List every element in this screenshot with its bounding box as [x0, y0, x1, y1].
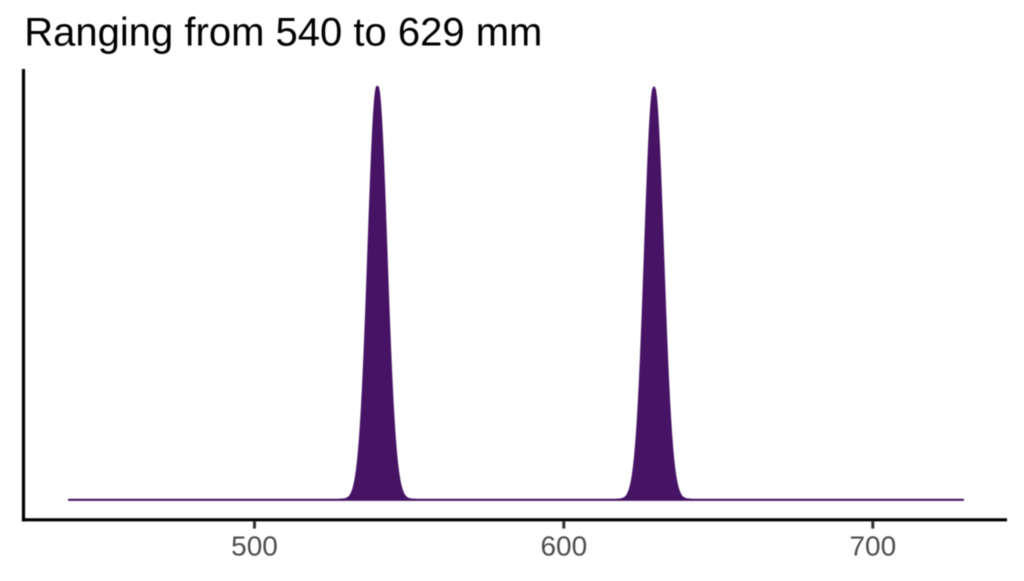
svg-text:500: 500	[231, 530, 278, 561]
svg-text:Ranging from 540 to 629 mm: Ranging from 540 to 629 mm	[24, 10, 542, 54]
svg-text:600: 600	[540, 530, 587, 561]
svg-text:700: 700	[849, 530, 896, 561]
